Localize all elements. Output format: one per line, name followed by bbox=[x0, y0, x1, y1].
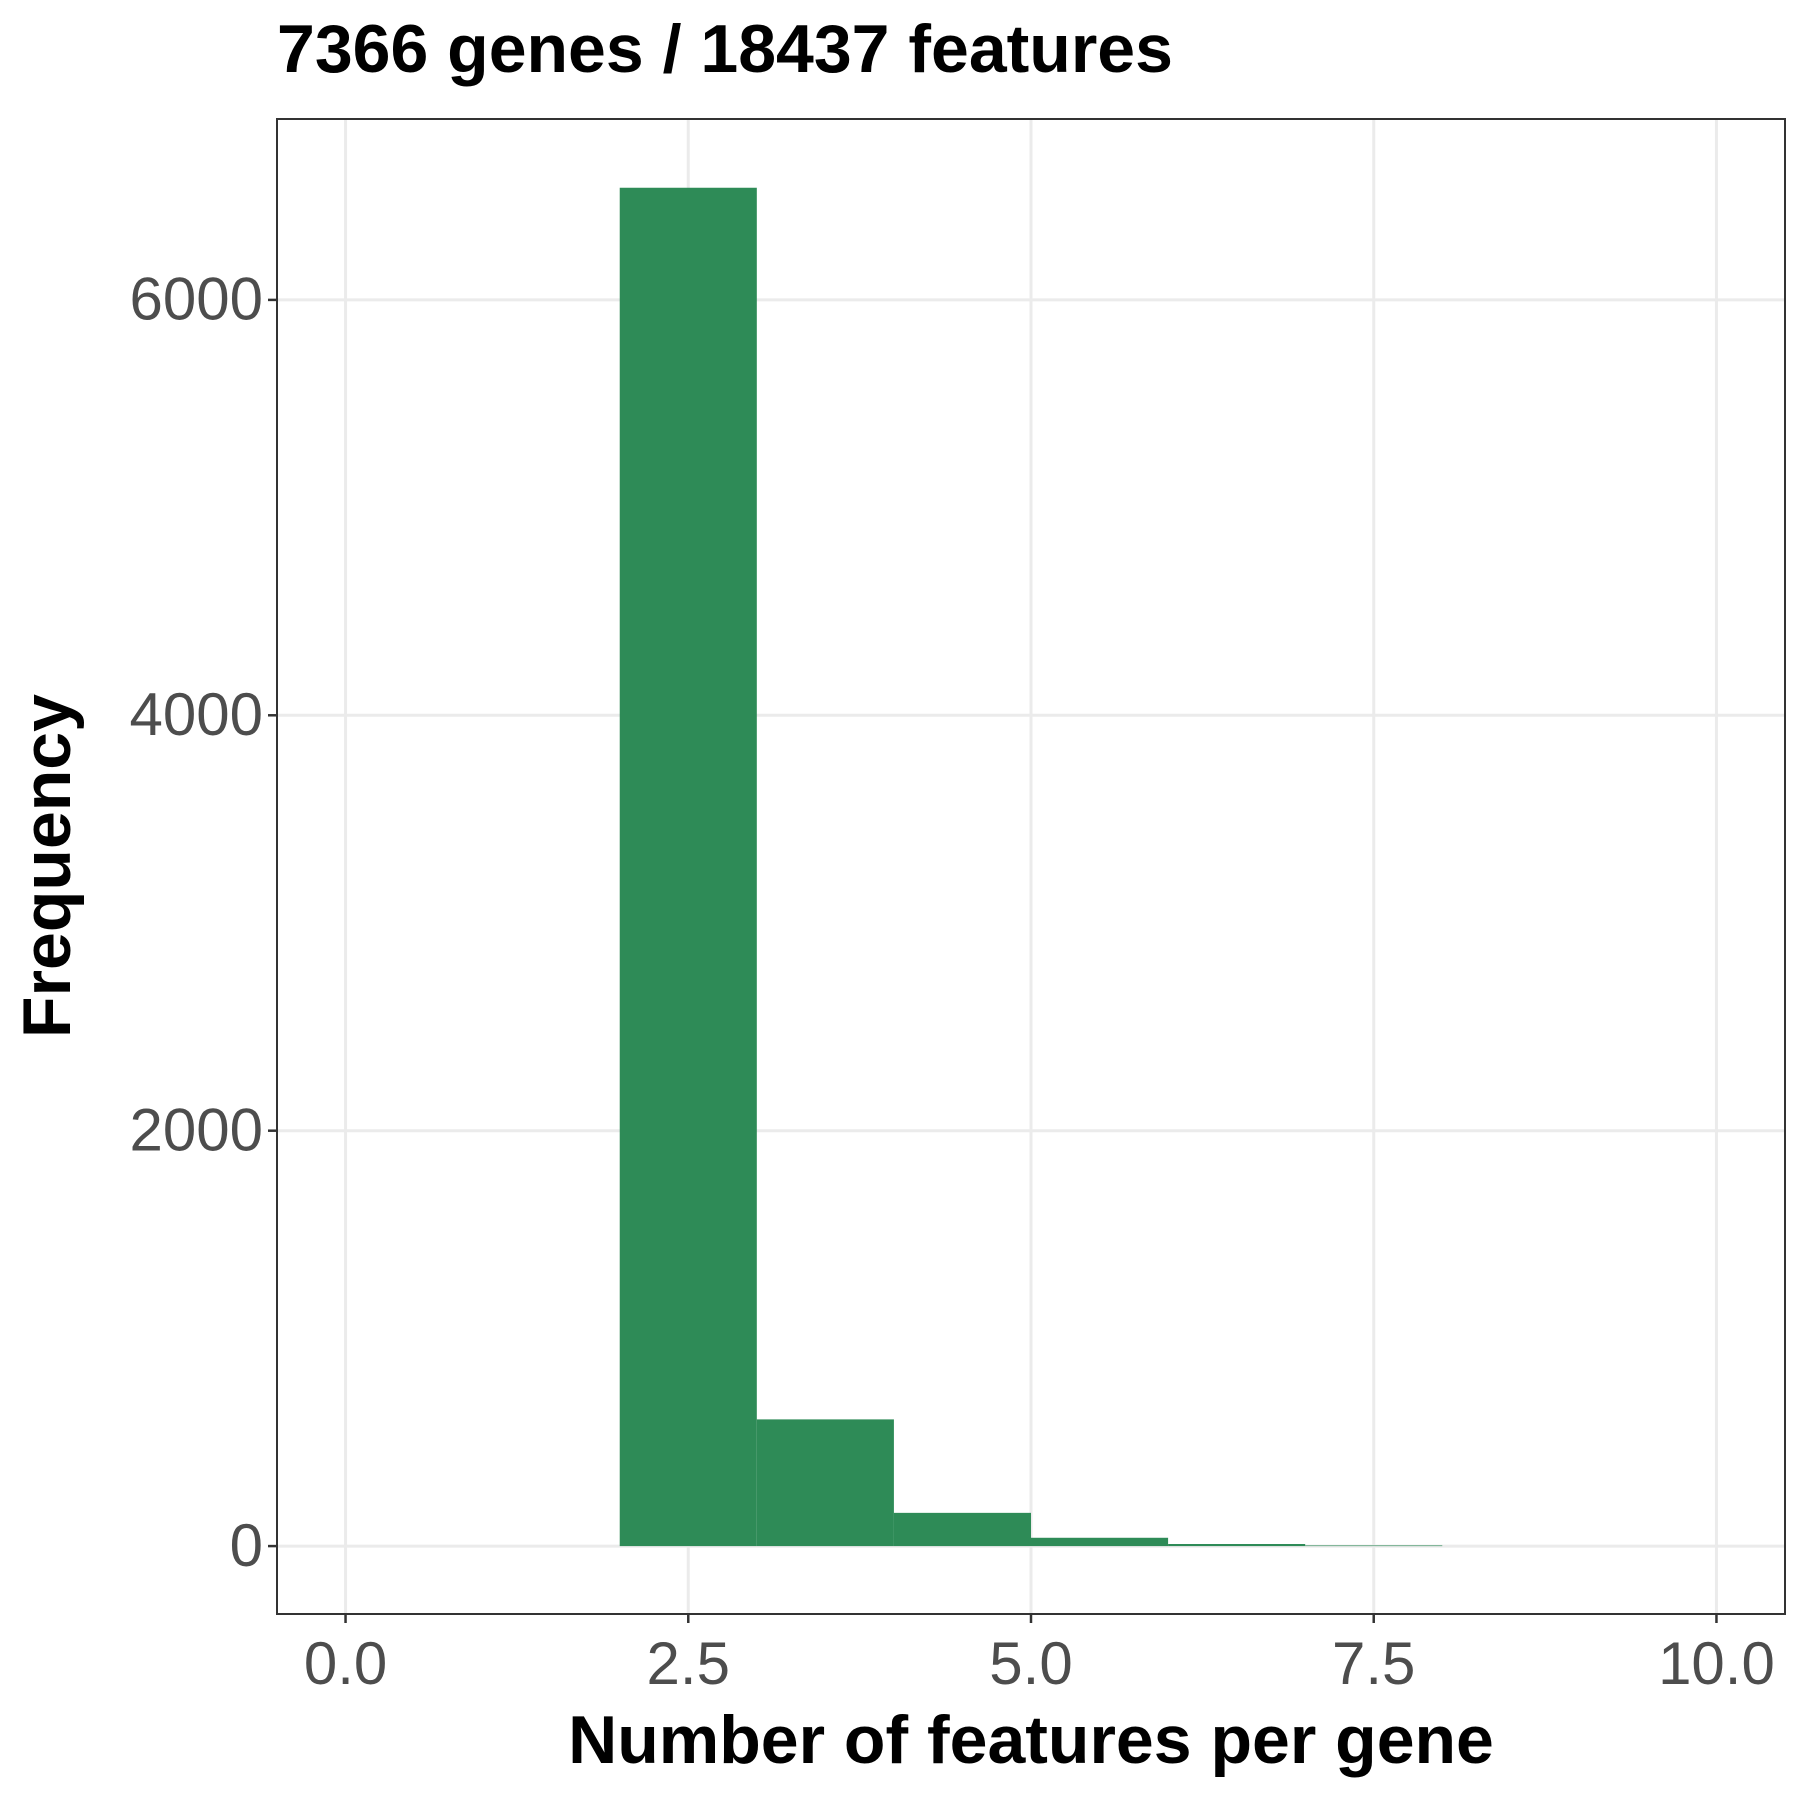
y-tick-label: 2000 bbox=[130, 1097, 263, 1164]
bar bbox=[893, 1512, 1031, 1547]
x-tick-label: 10.0 bbox=[1658, 1630, 1775, 1697]
y-tick-label: 6000 bbox=[130, 266, 263, 333]
x-tick-label: 0.0 bbox=[304, 1630, 387, 1697]
bar bbox=[1168, 1544, 1306, 1547]
bar bbox=[1031, 1537, 1169, 1547]
y-axis-title: Frequency bbox=[9, 694, 85, 1038]
plot-border bbox=[276, 118, 1786, 1615]
bar bbox=[619, 187, 757, 1547]
chart-title: 7366 genes / 18437 features bbox=[277, 11, 1173, 87]
x-tick-label: 2.5 bbox=[647, 1630, 730, 1697]
y-tick-label: 4000 bbox=[130, 681, 263, 748]
x-tick-label: 7.5 bbox=[1332, 1630, 1415, 1697]
bar bbox=[756, 1419, 894, 1547]
bar bbox=[1305, 1545, 1443, 1547]
y-tick-label: 0 bbox=[230, 1512, 263, 1579]
x-tick-label: 5.0 bbox=[989, 1630, 1072, 1697]
x-axis-title: Number of features per gene bbox=[568, 1702, 1494, 1778]
